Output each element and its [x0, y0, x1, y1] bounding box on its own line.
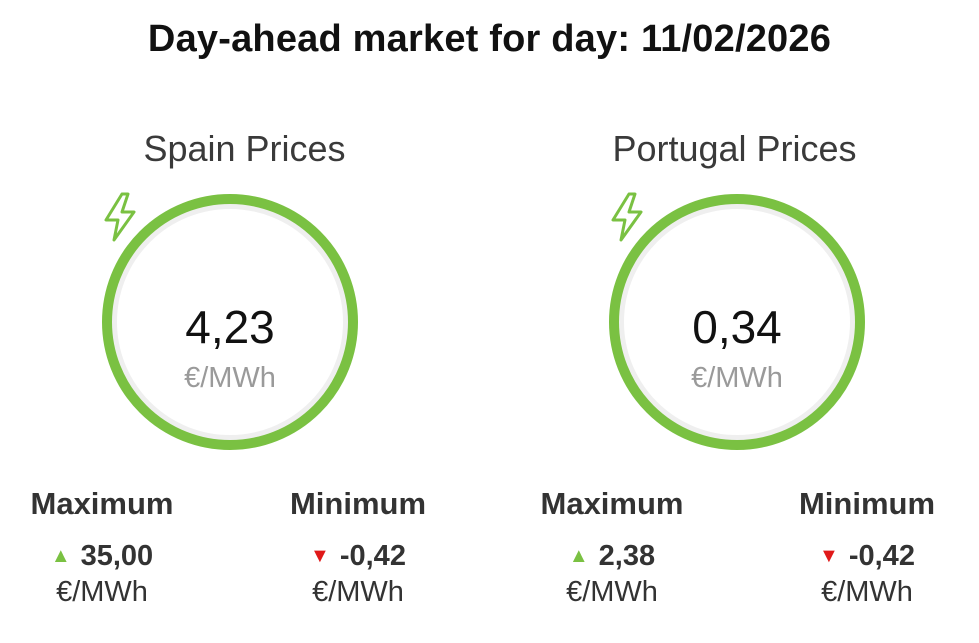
minimum-label: Minimum: [289, 486, 427, 521]
portugal-maximum: Maximum ▲ 2,38 €/MWh: [512, 484, 712, 610]
triangle-up-icon: ▲: [568, 545, 589, 567]
triangle-down-icon: ▼: [819, 545, 839, 567]
triangle-down-icon: ▼: [310, 545, 330, 567]
spain-minimum: Minimum ▼ -0,42 €/MWh: [258, 484, 458, 610]
triangle-up-icon: ▲: [50, 545, 71, 567]
portugal-prices-panel: Portugal Prices 0,34 €/MWh Maximum ▲ 2,38…: [490, 0, 979, 643]
gauge-ring: [102, 194, 358, 450]
maximum-label: Maximum: [540, 486, 684, 521]
spain-price-gauge: 4,23 €/MWh: [100, 192, 360, 452]
portugal-minimum-unit: €/MWh: [821, 576, 913, 608]
portugal-minimum: Minimum ▼ -0,42 €/MWh: [767, 484, 967, 610]
spain-maximum-unit: €/MWh: [56, 576, 148, 608]
lightning-bolt-icon: [104, 192, 136, 242]
minimum-label: Minimum: [798, 486, 936, 521]
maximum-label: Maximum: [30, 486, 174, 521]
spain-maximum-value: 35,00: [80, 540, 154, 572]
portugal-minimum-value: -0,42: [848, 540, 915, 572]
portugal-prices-title: Portugal Prices: [612, 128, 857, 169]
gauge-ring: [609, 194, 865, 450]
portugal-price-value: 0,34: [692, 301, 782, 353]
page-title: Day-ahead market for day: 11/02/2026: [147, 18, 832, 60]
portugal-price-unit: €/MWh: [691, 362, 783, 394]
spain-minimum-value: -0,42: [339, 540, 406, 572]
spain-price-unit: €/MWh: [184, 362, 276, 394]
spain-maximum: Maximum ▲ 35,00 €/MWh: [2, 484, 202, 610]
spain-price-value: 4,23: [185, 301, 275, 353]
lightning-bolt-icon: [611, 192, 643, 242]
spain-prices-panel: Spain Prices 4,23 €/MWh Maximum ▲ 35,00 €…: [0, 0, 489, 643]
portugal-maximum-unit: €/MWh: [566, 576, 658, 608]
spain-prices-title: Spain Prices: [143, 128, 346, 169]
spain-minimum-unit: €/MWh: [312, 576, 404, 608]
portugal-price-gauge: 0,34 €/MWh: [607, 192, 867, 452]
portugal-maximum-value: 2,38: [598, 540, 656, 572]
